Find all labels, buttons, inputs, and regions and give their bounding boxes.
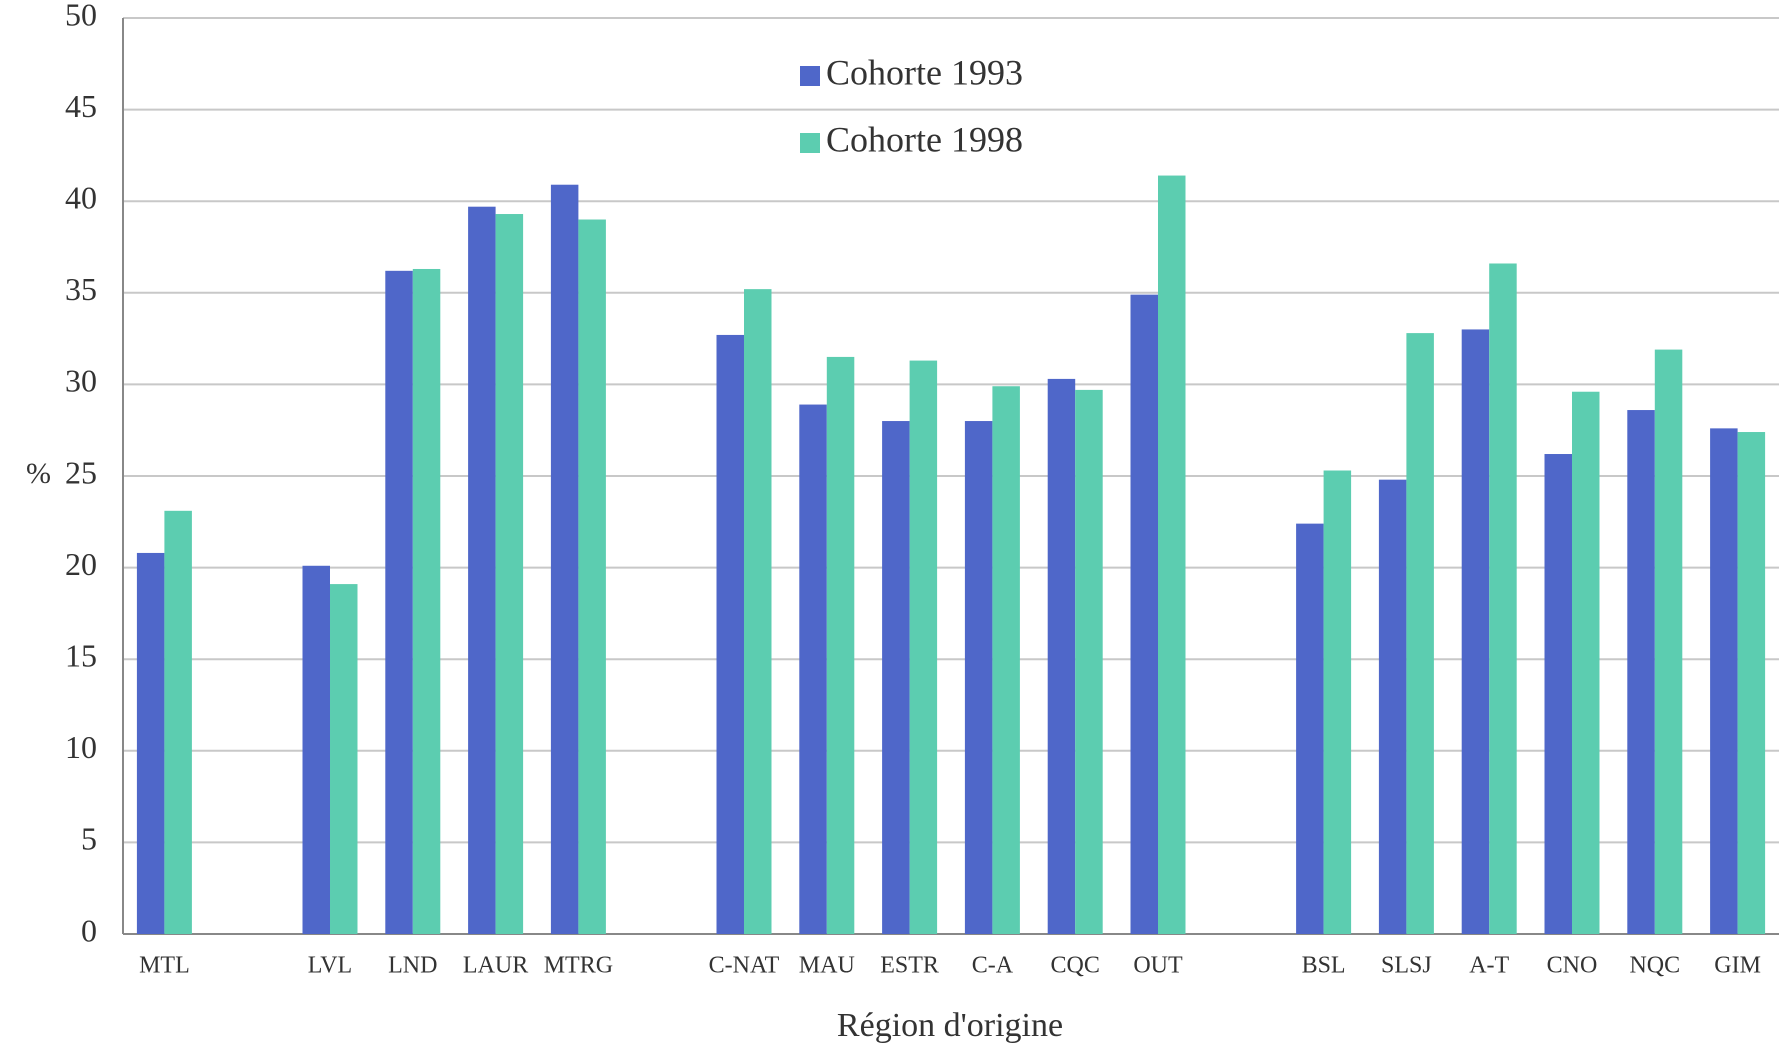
bar bbox=[1406, 333, 1434, 934]
y-tick-label: 35 bbox=[65, 271, 97, 307]
bar bbox=[1075, 389, 1103, 934]
bar bbox=[136, 552, 165, 934]
x-tick-label: LVL bbox=[308, 953, 352, 979]
x-tick-label: SLSJ bbox=[1381, 953, 1432, 979]
x-tick-label: MAU bbox=[799, 953, 855, 979]
y-tick-label: 25 bbox=[65, 454, 97, 490]
bar bbox=[330, 584, 358, 934]
bar bbox=[412, 268, 441, 934]
bar bbox=[799, 404, 827, 934]
bar bbox=[744, 289, 772, 934]
y-tick-label: 0 bbox=[81, 912, 97, 948]
y-tick-label: 5 bbox=[81, 821, 97, 857]
bar bbox=[1627, 410, 1655, 935]
bar bbox=[1489, 263, 1517, 934]
bar bbox=[302, 565, 330, 934]
bar bbox=[1130, 294, 1158, 935]
bar bbox=[495, 214, 524, 935]
y-tick-label: 10 bbox=[65, 729, 97, 765]
x-tick-label: A-T bbox=[1469, 953, 1509, 979]
x-tick-label: MTRG bbox=[544, 953, 613, 979]
x-axis-label: Région d'origine bbox=[837, 1007, 1063, 1044]
bar bbox=[385, 270, 413, 934]
bar bbox=[964, 421, 993, 934]
bar bbox=[164, 510, 192, 934]
x-tick-label: NQC bbox=[1629, 953, 1680, 979]
x-tick-label: C-NAT bbox=[709, 953, 780, 979]
y-tick-label: 40 bbox=[65, 180, 97, 216]
bar bbox=[1710, 428, 1738, 934]
bar bbox=[1572, 391, 1600, 934]
y-tick-label: 20 bbox=[65, 546, 97, 582]
bar bbox=[1296, 523, 1324, 934]
x-tick-label: C-A bbox=[972, 953, 1014, 979]
bar bbox=[468, 206, 496, 935]
legend-swatch bbox=[800, 133, 820, 153]
bar bbox=[550, 184, 579, 934]
bar bbox=[826, 356, 855, 934]
bar bbox=[1378, 479, 1407, 934]
y-tick-label: 30 bbox=[65, 363, 97, 399]
legend-label: Cohorte 1998 bbox=[826, 119, 1023, 159]
bar bbox=[1544, 454, 1572, 934]
x-tick-label: MTL bbox=[139, 953, 190, 979]
y-axis-label: % bbox=[26, 457, 51, 490]
y-tick-label: 45 bbox=[65, 88, 97, 124]
x-tick-label: LAUR bbox=[463, 953, 528, 979]
x-tick-label: GIM bbox=[1714, 953, 1761, 979]
y-tick-label: 15 bbox=[65, 638, 97, 674]
x-tick-label: ESTR bbox=[880, 953, 939, 979]
x-tick-label: LND bbox=[388, 953, 437, 979]
legend-label: Cohorte 1993 bbox=[826, 52, 1023, 92]
bar bbox=[1047, 378, 1076, 934]
bar bbox=[578, 219, 606, 934]
bar bbox=[1158, 175, 1186, 934]
bar bbox=[992, 386, 1020, 934]
x-tick-label: CQC bbox=[1051, 953, 1100, 979]
legend-swatch bbox=[800, 66, 820, 86]
bar bbox=[1323, 470, 1352, 934]
bar bbox=[882, 421, 910, 934]
bar bbox=[716, 334, 744, 934]
bar bbox=[1461, 329, 1490, 934]
x-tick-label: OUT bbox=[1133, 953, 1183, 979]
bar bbox=[1654, 349, 1683, 934]
x-tick-label: CNO bbox=[1547, 953, 1598, 979]
bar bbox=[909, 360, 938, 935]
bar bbox=[1737, 432, 1766, 934]
y-tick-label: 50 bbox=[65, 0, 97, 32]
x-tick-label: BSL bbox=[1302, 953, 1346, 979]
